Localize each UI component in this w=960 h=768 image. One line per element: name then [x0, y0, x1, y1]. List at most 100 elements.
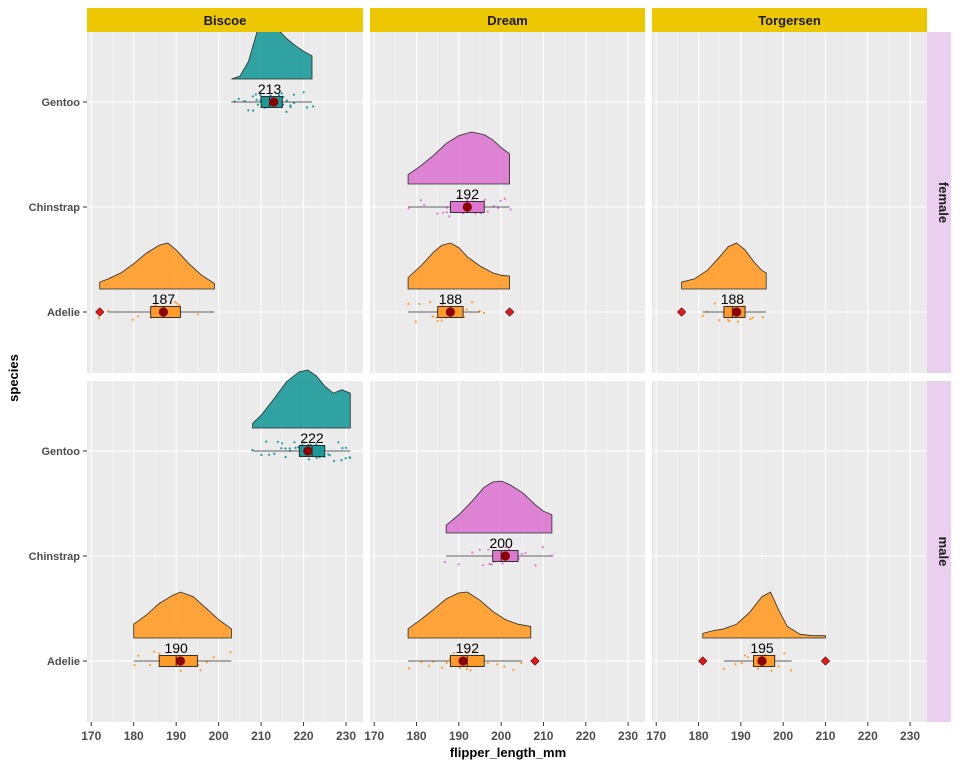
- jitter-point: [474, 650, 477, 653]
- panel-background: [87, 381, 363, 722]
- density-adelie: [407, 242, 510, 290]
- x-tick-label: 170: [364, 729, 384, 743]
- raincloud-chinstrap: 192: [407, 131, 512, 218]
- jitter-point: [790, 669, 793, 672]
- x-tick-label: 210: [815, 729, 835, 743]
- jitter-point: [419, 199, 422, 202]
- jitter-point: [509, 208, 512, 211]
- jitter-point: [457, 563, 460, 566]
- density-chinstrap: [407, 131, 510, 185]
- median-label: 200: [489, 535, 513, 551]
- jitter-point: [520, 552, 523, 556]
- jitter-point: [258, 91, 261, 95]
- outlier-point: [820, 656, 831, 666]
- jitter-point: [486, 662, 489, 665]
- jitter-point: [277, 94, 281, 97]
- jitter-point: [407, 207, 410, 210]
- jitter-point: [465, 652, 468, 655]
- jitter-point: [436, 212, 439, 215]
- jitter-point: [199, 669, 202, 672]
- y-axis-title: species: [6, 354, 21, 402]
- jitter-point: [463, 315, 466, 318]
- jitter-point: [418, 302, 421, 306]
- jitter-point: [713, 302, 717, 305]
- x-tick-label: 200: [491, 729, 511, 743]
- x-tick-label: 220: [576, 729, 596, 743]
- jitter-point: [520, 661, 523, 665]
- jitter-point: [429, 300, 432, 304]
- jitter-point: [148, 664, 152, 667]
- jitter-point: [289, 104, 292, 107]
- jitter-point: [341, 447, 344, 450]
- mean-point: [462, 202, 472, 212]
- panel-marks-torgersen-female: 188: [676, 242, 767, 323]
- density-gentoo: [252, 369, 351, 429]
- jitter-point: [293, 101, 296, 105]
- mean-point: [445, 307, 455, 317]
- x-tick-label: 230: [900, 729, 920, 743]
- density-chinstrap: [445, 480, 553, 534]
- jitter-point: [734, 663, 737, 666]
- column-strip-label: Biscoe: [204, 13, 247, 28]
- jitter-point: [237, 97, 240, 100]
- x-tick-label: 190: [731, 729, 751, 743]
- raincloud-adelie: 192: [407, 591, 540, 672]
- jitter-point: [344, 457, 347, 460]
- jitter-point: [243, 99, 246, 103]
- jitter-point: [423, 203, 426, 206]
- y-tick-label: Adelie: [47, 656, 80, 668]
- jitter-point: [297, 446, 300, 449]
- panel-background: [370, 32, 645, 373]
- jitter-point: [503, 197, 506, 200]
- jitter-point: [133, 664, 136, 667]
- jitter-point: [247, 109, 250, 112]
- x-tick-label: 170: [81, 729, 101, 743]
- jitter-point: [251, 95, 254, 98]
- density-adelie: [133, 591, 232, 639]
- jitter-point: [137, 654, 140, 658]
- jitter-point: [478, 309, 481, 312]
- facet-panel-dream-female: [370, 32, 645, 373]
- x-tick-label: 220: [858, 729, 878, 743]
- mean-point: [269, 97, 279, 107]
- jitter-point: [284, 447, 287, 450]
- panel-marks-dream-female: 192 188: [407, 131, 515, 323]
- median-label: 188: [721, 291, 745, 307]
- jitter-point: [212, 656, 215, 659]
- jitter-point: [465, 667, 469, 670]
- axes: Adelie Chinstrap Gentoo Adelie Chinstrap Gent…: [29, 97, 921, 743]
- jitter-point: [783, 652, 786, 655]
- jitter-point: [158, 652, 161, 655]
- outlier-point: [95, 307, 105, 317]
- jitter-point: [718, 319, 721, 322]
- jitter-point: [407, 667, 411, 670]
- raincloud-gentoo: 213: [231, 20, 315, 113]
- jitter-point: [504, 546, 507, 549]
- mean-point: [757, 656, 767, 666]
- facet-panel-torgersen-female: [652, 32, 927, 373]
- jitter-point: [736, 320, 740, 323]
- mean-point: [158, 307, 169, 317]
- jitter-point: [420, 661, 423, 664]
- jitter-point: [466, 198, 469, 202]
- panel-marks-biscoe-female: 213 187: [95, 20, 315, 321]
- column-strip: [87, 8, 363, 32]
- median-label: 190: [164, 640, 188, 656]
- jitter-point: [312, 105, 315, 108]
- jitter-point: [252, 109, 255, 112]
- x-tick-label: 200: [773, 729, 793, 743]
- jitter-point: [327, 453, 330, 456]
- jitter-point: [478, 548, 481, 551]
- x-tick-label: 230: [618, 729, 638, 743]
- jitter-point: [488, 562, 491, 566]
- x-tick-label: 210: [533, 729, 553, 743]
- median-label: 192: [456, 186, 480, 202]
- facet-panels: 213 187 192 188 188 222 190 200 192 195: [87, 20, 927, 722]
- raincloud-adelie: 190: [133, 591, 232, 672]
- jitter-point: [259, 94, 262, 97]
- jitter-point: [512, 668, 515, 672]
- jitter-point: [292, 93, 295, 96]
- jitter-point: [276, 440, 279, 443]
- jitter-point: [307, 458, 310, 461]
- jitter-point: [137, 315, 140, 318]
